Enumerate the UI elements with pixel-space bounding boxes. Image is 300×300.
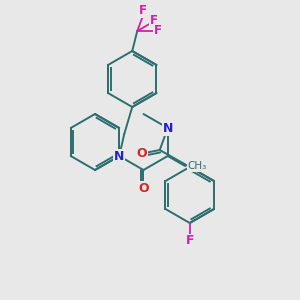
- Text: N: N: [114, 149, 124, 163]
- Text: N: N: [163, 122, 173, 134]
- Text: F: F: [154, 25, 162, 38]
- Text: F: F: [150, 14, 158, 28]
- Text: F: F: [185, 235, 194, 248]
- Text: O: O: [137, 147, 147, 160]
- Text: F: F: [139, 4, 147, 17]
- Text: CH₃: CH₃: [187, 161, 206, 171]
- Text: O: O: [138, 182, 149, 194]
